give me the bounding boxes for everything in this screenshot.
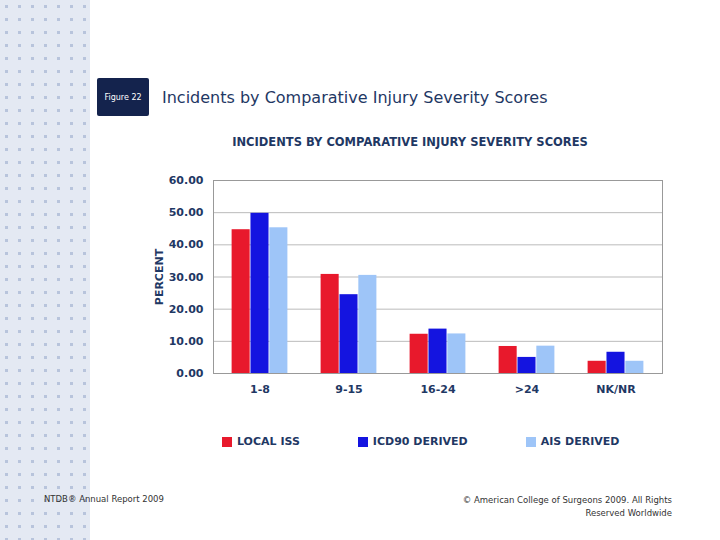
svg-text:16-24: 16-24 — [420, 383, 456, 396]
svg-text:9-15: 9-15 — [335, 383, 363, 396]
svg-text:PERCENT: PERCENT — [153, 248, 166, 305]
html-text:NTDB® Annual Report 2009: NTDB® Annual Report 2009 — [44, 494, 164, 504]
svg-text:1-8: 1-8 — [250, 383, 270, 396]
html-text:© American College of Surgeons: © American College of Surgeons 2009. All… — [462, 495, 672, 518]
html-text:Figure 22: Figure 22 — [104, 92, 142, 102]
svg-text:60.00: 60.00 — [169, 174, 204, 187]
svg-text:10.00: 10.00 — [169, 335, 204, 348]
html-text:Incidents by Comparative Injur: Incidents by Comparative Injury Severity… — [162, 88, 548, 107]
svg-text:>24: >24 — [515, 383, 540, 396]
html-text:INCIDENTS BY COMPARATIVE INJUR: INCIDENTS BY COMPARATIVE INJURY SEVERITY… — [232, 135, 588, 149]
html-text:LOCAL ISS: LOCAL ISS — [237, 435, 300, 448]
svg-text:20.00: 20.00 — [169, 303, 204, 316]
svg-text:0.00: 0.00 — [176, 367, 203, 380]
svg-text:30.00: 30.00 — [169, 271, 204, 284]
html-text:AIS DERIVED: AIS DERIVED — [540, 435, 620, 448]
html-text:ICD90 DERIVED: ICD90 DERIVED — [372, 435, 468, 448]
svg-text:NK/NR: NK/NR — [596, 383, 636, 396]
svg-text:40.00: 40.00 — [169, 238, 204, 251]
svg-text:50.00: 50.00 — [169, 206, 204, 219]
